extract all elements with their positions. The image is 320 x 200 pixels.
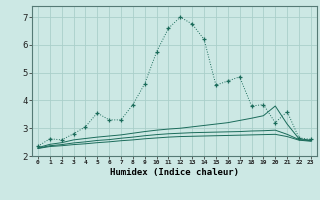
X-axis label: Humidex (Indice chaleur): Humidex (Indice chaleur): [110, 168, 239, 177]
